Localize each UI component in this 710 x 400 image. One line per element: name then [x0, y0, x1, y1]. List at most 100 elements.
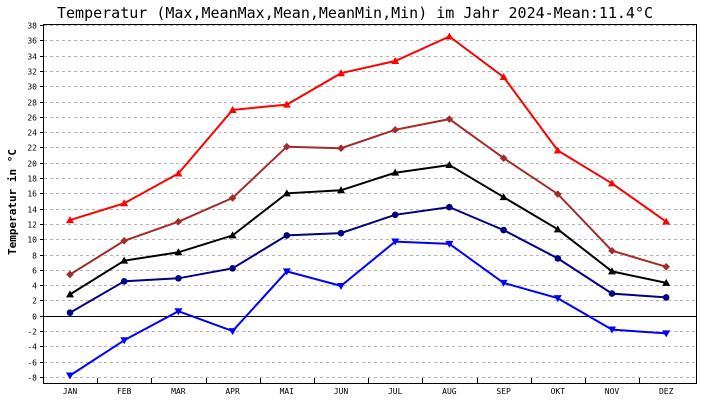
data-point	[499, 154, 508, 162]
data-point	[66, 372, 74, 380]
data-point	[282, 100, 291, 108]
series-line	[69, 240, 667, 377]
data-point	[120, 337, 129, 345]
data-point	[120, 236, 128, 245]
y-tick-label: 8	[32, 252, 37, 261]
x-tick-label: JAN	[63, 387, 78, 396]
data-point	[662, 294, 670, 301]
data-point	[283, 232, 291, 239]
y-tick-label: 0	[32, 313, 37, 322]
data-point	[445, 240, 454, 248]
data-point	[500, 226, 507, 234]
data-point	[228, 328, 237, 336]
data-point	[282, 189, 291, 197]
y-tick-label: -2	[27, 328, 37, 337]
data-point	[391, 211, 399, 219]
data-point	[120, 256, 129, 264]
y-tick-label: 18	[27, 175, 37, 184]
y-tick-label: 34	[27, 53, 37, 62]
data-point	[446, 203, 453, 211]
chart-title: Temperatur (Max,MeanMax,Mean,MeanMin,Min…	[57, 4, 653, 22]
x-tick-label: JUN	[334, 387, 349, 396]
data-point	[391, 126, 399, 134]
data-point	[282, 268, 291, 276]
series-layer	[66, 32, 671, 380]
x-tick-label: OKT	[551, 387, 566, 396]
data-point	[391, 238, 400, 246]
y-tick-label: -4	[27, 343, 37, 352]
data-point	[120, 278, 128, 285]
data-point	[554, 190, 562, 198]
x-tick-label: MAI	[280, 387, 295, 396]
data-point	[337, 282, 345, 290]
data-point	[66, 290, 74, 298]
series-3	[66, 161, 671, 298]
x-tick-label: APR	[225, 387, 240, 396]
y-tick-label: 4	[32, 282, 37, 291]
data-point	[391, 168, 400, 176]
data-point	[66, 309, 74, 317]
x-axis-ticks: JAN FEB MAR APR MAI JUN JUL AUG SEP OKT NOV DEZ	[63, 378, 674, 396]
data-point	[337, 229, 345, 237]
y-tick-label: 16	[27, 190, 37, 199]
data-point	[174, 248, 183, 256]
data-point	[174, 308, 183, 316]
series-1	[66, 32, 671, 225]
data-point	[228, 105, 237, 113]
data-point	[445, 115, 454, 123]
data-point	[608, 246, 616, 255]
data-point	[662, 263, 670, 271]
data-point	[337, 144, 345, 152]
data-point	[554, 255, 562, 262]
series-2	[66, 115, 670, 279]
plot-frame	[43, 24, 697, 384]
data-point	[337, 69, 345, 77]
y-tick-label: 38	[27, 22, 37, 31]
data-point	[608, 267, 616, 275]
data-point	[228, 194, 237, 202]
data-point	[174, 169, 183, 177]
series-4	[66, 203, 670, 317]
data-point	[120, 199, 129, 207]
data-point	[553, 146, 562, 154]
x-tick-label: DEZ	[659, 387, 674, 396]
data-point	[499, 193, 508, 201]
x-tick-label: NOV	[605, 387, 620, 396]
y-tick-label: 30	[27, 83, 37, 92]
data-point	[283, 142, 291, 151]
x-tick-label: AUG	[442, 387, 457, 396]
data-point	[608, 290, 616, 297]
data-point	[499, 279, 508, 287]
series-line	[69, 35, 667, 223]
data-point	[608, 179, 616, 187]
data-point	[391, 56, 400, 64]
data-point	[174, 217, 183, 226]
data-point	[228, 231, 237, 239]
data-point	[662, 217, 671, 225]
data-point	[662, 330, 671, 338]
y-axis-label: Temperatur in °C	[6, 149, 19, 255]
y-tick-label: 24	[27, 129, 37, 138]
y-tick-label: 6	[32, 267, 37, 276]
y-tick-label: 26	[27, 114, 37, 123]
y-axis-ticks: -8-6-4-202468101214161820222426283032343…	[27, 22, 44, 383]
data-point	[229, 265, 236, 272]
y-tick-label: 36	[27, 37, 37, 46]
data-point	[553, 225, 562, 233]
x-tick-label: FEB	[117, 387, 132, 396]
series-line	[69, 118, 667, 276]
x-tick-label: JUL	[388, 387, 403, 396]
x-tick-label: MAR	[171, 387, 186, 396]
data-point	[66, 270, 74, 279]
x-tick-label: SEP	[496, 387, 511, 396]
data-point	[499, 73, 508, 81]
series-line	[69, 206, 667, 314]
y-tick-label: 12	[27, 221, 37, 230]
data-point	[553, 295, 562, 303]
y-tick-label: 32	[27, 68, 37, 77]
data-point	[66, 216, 74, 224]
data-point	[608, 326, 616, 334]
data-point	[662, 278, 671, 286]
y-tick-label: 14	[27, 206, 37, 215]
